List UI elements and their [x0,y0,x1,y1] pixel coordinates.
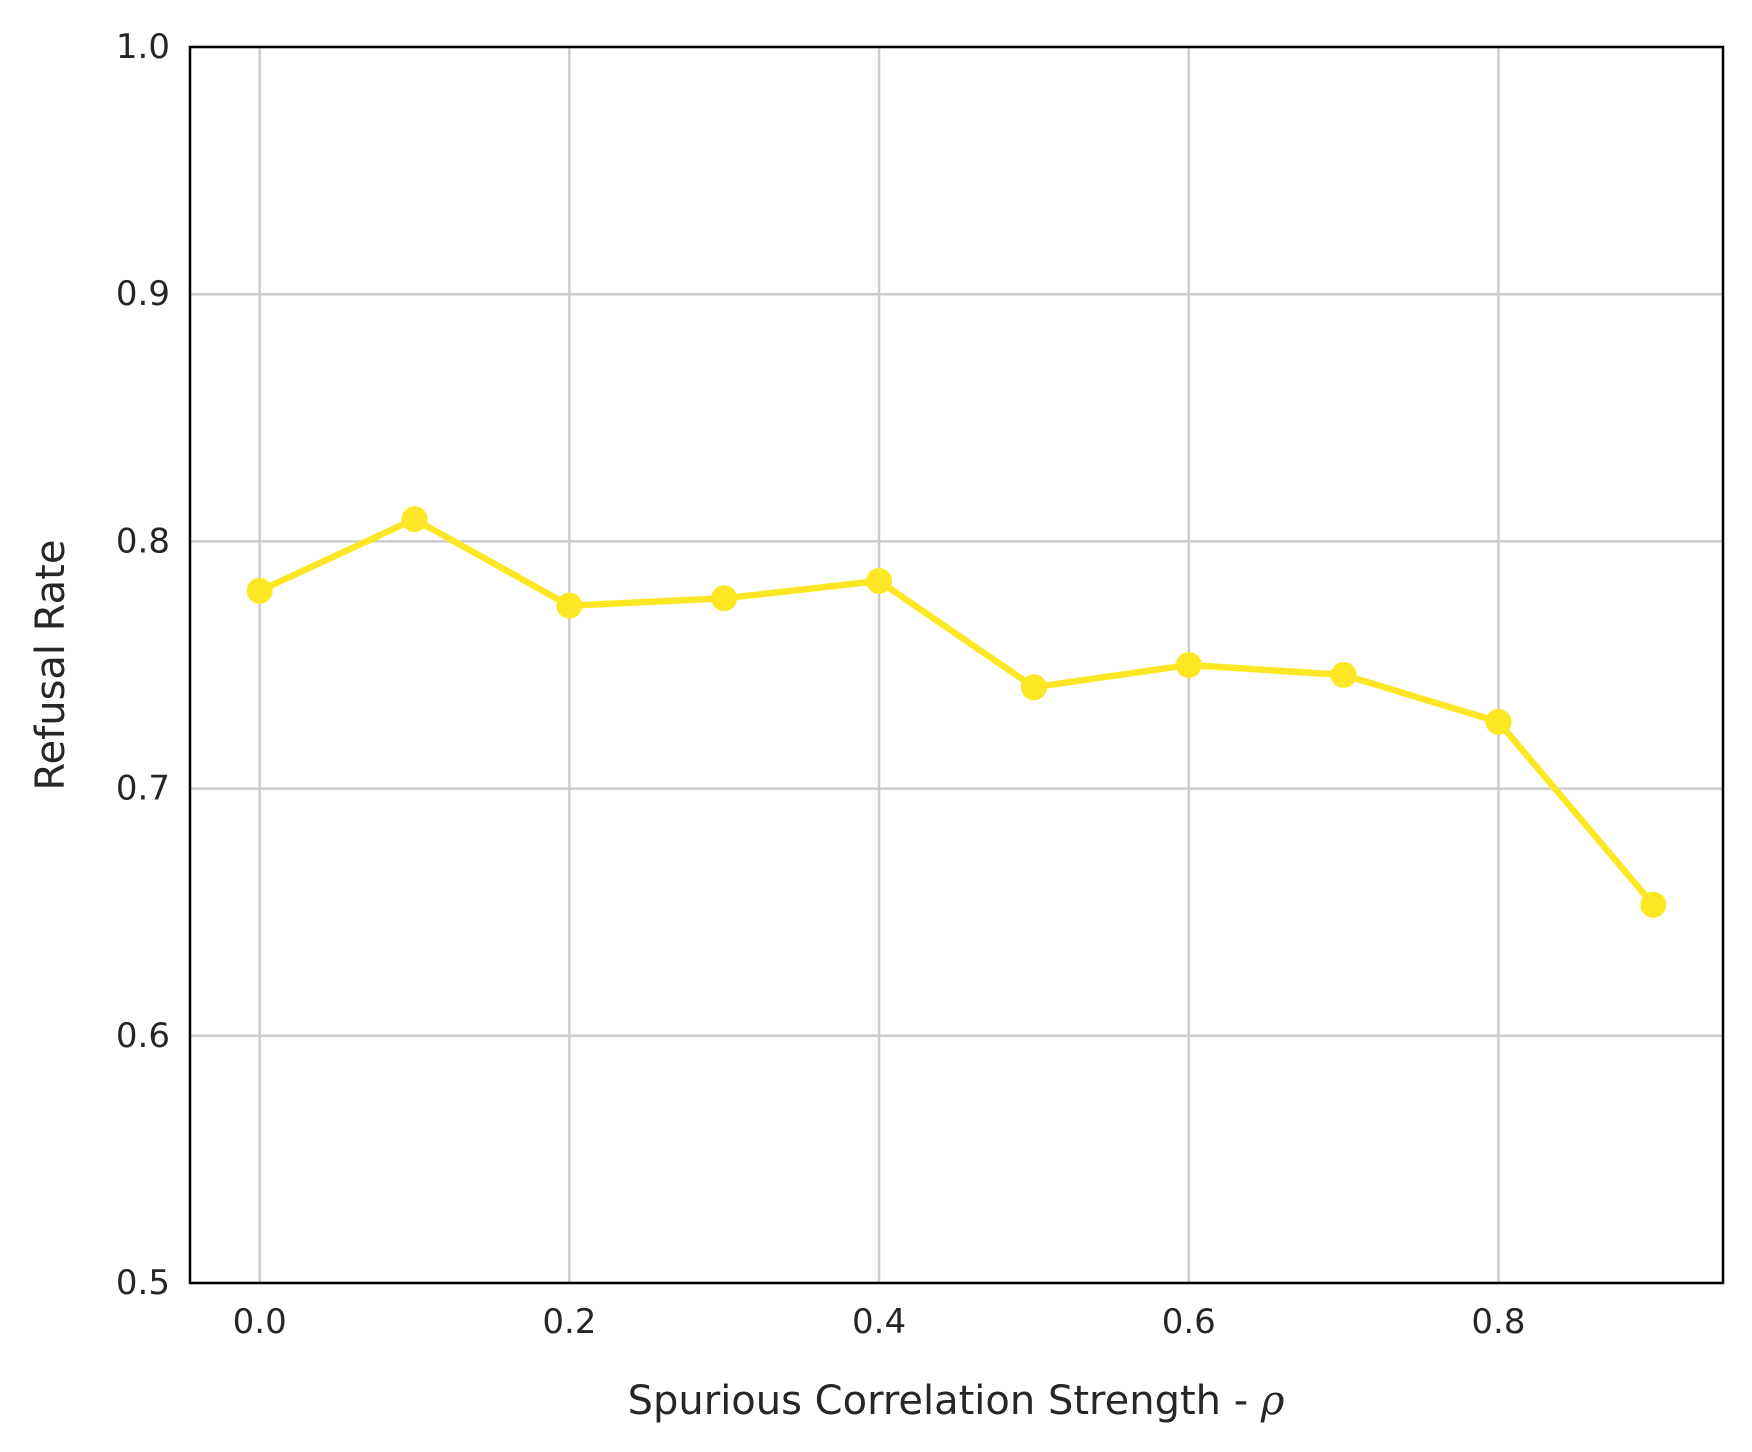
x-tick-label-3: 0.6 [1162,1302,1216,1342]
x-axis-label-text: Spurious Correlation Strength - [628,1378,1261,1424]
data-point-5 [1020,674,1047,701]
data-point-0 [246,577,273,604]
y-tick-label-0: 0.5 [116,1263,170,1303]
y-tick-label-5: 1.0 [116,27,170,67]
x-tick-label-1: 0.2 [542,1302,596,1342]
x-axis-label-symbol: ρ [1260,1378,1285,1424]
series-line-0 [256,515,1657,909]
x-axis-label: Spurious Correlation Strength - ρ [628,1378,1285,1424]
y-tick-label-4: 0.9 [116,274,170,314]
y-tick-label-1: 0.6 [116,1016,170,1056]
x-tick-label-2: 0.4 [852,1302,906,1342]
x-tick-labels: 0.0 0.2 0.4 0.6 0.8 [233,1302,1526,1342]
y-tick-labels: 0.5 0.6 0.7 0.8 0.9 1.0 [116,27,170,1303]
plot-frame [188,45,1725,1285]
data-point-6 [1175,652,1202,678]
data-point-8 [1485,708,1512,735]
x-tick-label-4: 0.8 [1471,1302,1525,1342]
data-point-2 [556,592,583,619]
y-axis-label: Refusal Rate [28,540,74,791]
data-point-1 [401,506,428,533]
data-point-4 [866,567,893,594]
y-tick-label-3: 0.8 [116,521,170,561]
data-point-9 [1640,891,1667,918]
data-point-7 [1330,661,1357,688]
y-tick-label-2: 0.7 [116,769,170,809]
data-point-3 [711,585,738,612]
plot-area [190,47,1723,1283]
data-series [246,506,1667,918]
x-tick-label-0: 0.0 [233,1302,287,1342]
